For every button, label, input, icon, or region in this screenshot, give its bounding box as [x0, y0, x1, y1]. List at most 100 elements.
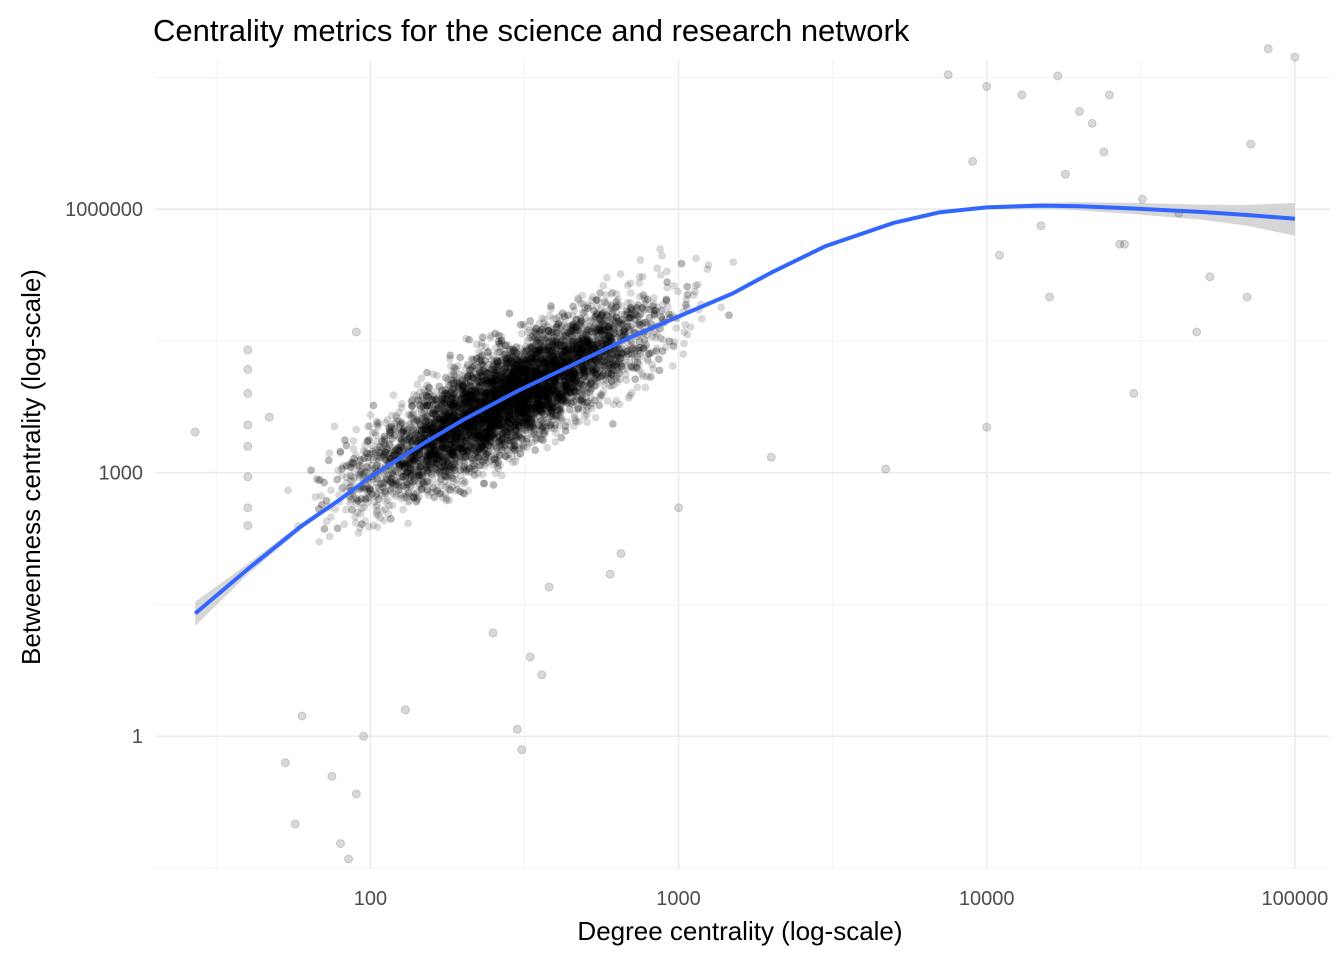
data-point — [381, 418, 390, 427]
data-point — [492, 407, 501, 417]
data-point — [445, 408, 454, 417]
data-point — [562, 383, 571, 392]
data-point — [463, 373, 473, 382]
data-point — [469, 396, 478, 405]
data-point — [533, 406, 542, 415]
data-point — [423, 468, 432, 477]
data-point — [535, 359, 544, 368]
data-point — [502, 356, 511, 365]
data-point — [603, 326, 612, 335]
data-point — [679, 350, 688, 359]
data-point — [472, 397, 481, 406]
data-point — [548, 408, 557, 417]
data-point — [464, 396, 473, 405]
data-point — [503, 374, 512, 383]
data-point — [548, 380, 557, 389]
data-point — [478, 433, 487, 443]
data-point — [521, 407, 530, 416]
data-point — [462, 425, 471, 434]
data-point — [541, 388, 550, 397]
data-point — [509, 426, 518, 435]
data-point — [473, 445, 483, 454]
data-point — [608, 419, 618, 429]
data-point — [469, 402, 478, 411]
data-point — [616, 362, 626, 372]
data-point — [512, 374, 521, 383]
data-point — [547, 349, 556, 358]
data-point — [436, 465, 445, 474]
data-point — [615, 354, 624, 363]
data-point — [692, 254, 701, 263]
data-point — [543, 349, 552, 358]
data-point — [506, 347, 515, 356]
data-point — [471, 455, 480, 464]
data-point — [354, 529, 363, 538]
data-point — [389, 450, 398, 460]
data-point — [464, 391, 473, 400]
data-point — [521, 395, 530, 404]
data-point — [545, 399, 554, 408]
data-point — [483, 423, 492, 432]
data-point — [530, 371, 539, 380]
data-point — [446, 486, 455, 495]
data-point — [531, 365, 540, 375]
data-point — [569, 326, 578, 335]
data-point — [407, 437, 416, 447]
data-point — [417, 485, 426, 494]
data-point — [510, 446, 519, 455]
data-point — [484, 422, 494, 431]
data-point — [466, 420, 476, 429]
data-point — [490, 429, 499, 439]
data-point — [599, 380, 609, 389]
data-point — [412, 437, 421, 446]
data-point — [556, 408, 565, 417]
data-point — [544, 356, 553, 365]
data-point — [522, 404, 532, 414]
data-point — [441, 418, 450, 427]
data-point — [446, 448, 455, 457]
data-point — [562, 396, 571, 405]
data-point — [356, 467, 365, 476]
data-point — [580, 347, 589, 356]
data-point — [506, 372, 515, 381]
data-point — [587, 358, 596, 367]
data-point — [680, 339, 689, 348]
data-point — [572, 343, 581, 352]
data-point — [524, 373, 533, 382]
data-point — [604, 313, 613, 322]
data-point — [461, 436, 470, 446]
data-point — [502, 414, 511, 423]
data-point — [465, 392, 474, 401]
data-point — [408, 470, 417, 479]
data-point — [616, 269, 625, 279]
data-point — [369, 455, 378, 464]
data-point — [534, 334, 543, 344]
data-point — [528, 410, 538, 419]
data-point — [611, 303, 621, 312]
data-point — [400, 442, 409, 451]
data-point — [536, 336, 545, 345]
data-point — [526, 409, 536, 418]
data-point — [403, 468, 412, 477]
data-point — [508, 405, 518, 415]
data-point — [576, 342, 586, 351]
data-point — [498, 386, 508, 396]
data-point — [470, 361, 479, 370]
data-point — [507, 366, 516, 375]
data-point — [431, 394, 440, 403]
grid — [155, 60, 1330, 870]
data-point — [454, 401, 463, 410]
data-point — [615, 400, 624, 409]
data-points — [190, 44, 1300, 864]
data-point — [570, 410, 579, 419]
data-point — [557, 415, 567, 424]
data-point — [455, 458, 464, 467]
data-point — [496, 384, 505, 393]
data-point — [533, 367, 542, 376]
data-point — [568, 330, 577, 339]
data-point — [533, 402, 542, 411]
data-point — [486, 423, 496, 432]
data-point — [545, 386, 554, 395]
data-point — [526, 343, 535, 352]
data-point — [536, 385, 545, 395]
